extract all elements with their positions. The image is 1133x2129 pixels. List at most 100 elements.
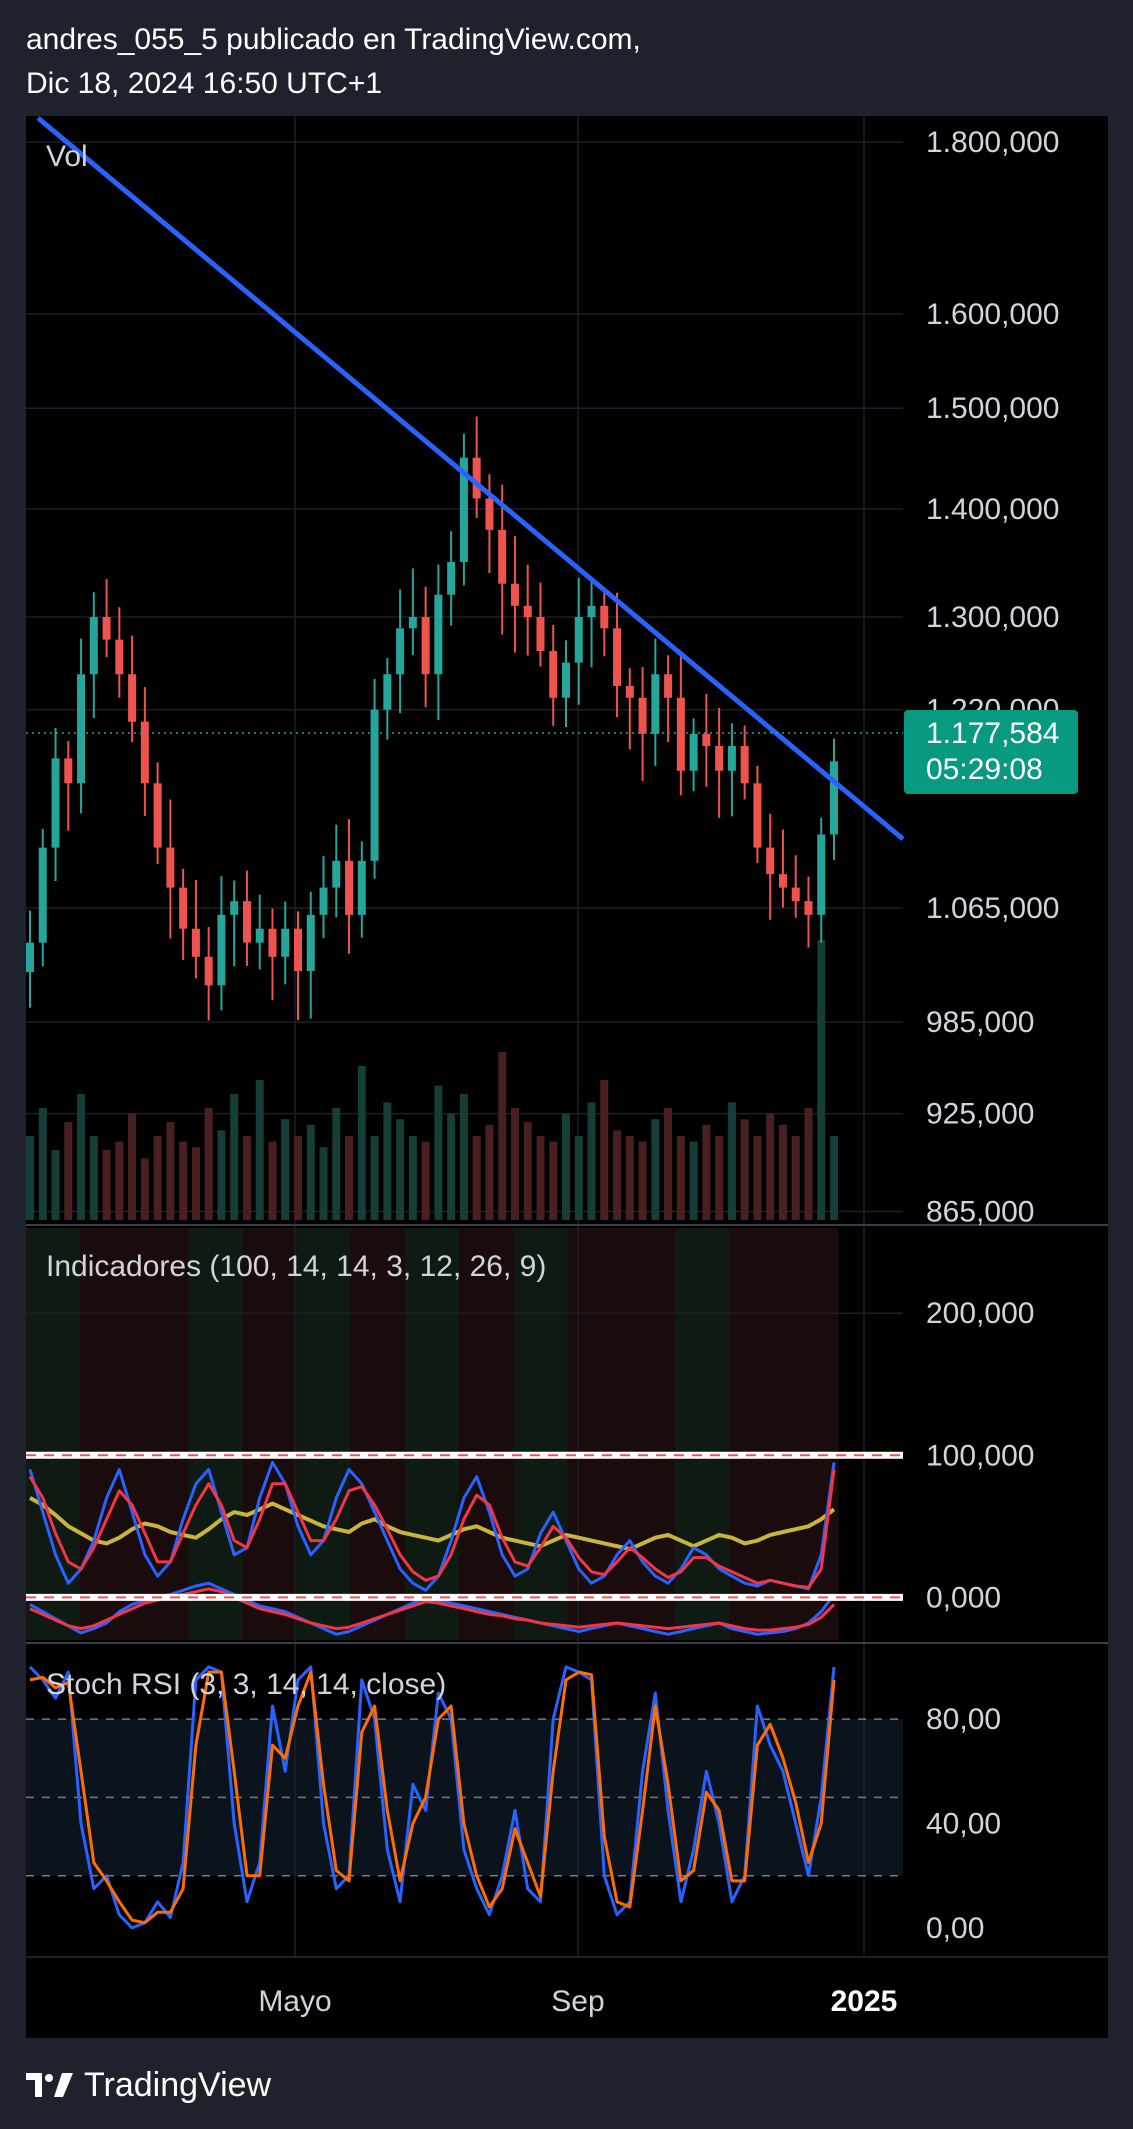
candle-body [294, 928, 302, 972]
candle-body [459, 457, 468, 562]
volume-bar [242, 1136, 251, 1220]
candle-body [753, 783, 762, 848]
candle-body [396, 628, 405, 675]
candle-body [268, 928, 277, 957]
candle-body [727, 746, 736, 771]
volume-bar [574, 1136, 583, 1220]
indicator-series-red [28, 1469, 836, 1589]
indicator-series-blue [28, 1460, 836, 1592]
volume-bar [128, 1113, 137, 1220]
volume-bar [370, 1136, 379, 1220]
candle-body [191, 928, 200, 957]
candle-body [115, 639, 124, 675]
candle-body [217, 914, 226, 986]
volume-bar [727, 1102, 736, 1220]
indicator-tick-label: 0,000 [926, 1581, 1001, 1614]
indicator-zone [783, 1228, 839, 1640]
volume-bar [166, 1122, 175, 1220]
candle-body [64, 758, 73, 784]
publish-date: Dic 18, 2024 16:50 UTC+1 [26, 67, 383, 100]
candle-body [140, 721, 149, 784]
volume-bar [408, 1136, 417, 1220]
candle-body [587, 605, 596, 618]
volume-bar [498, 1052, 507, 1220]
candle-body [281, 928, 290, 957]
volume-bar [766, 1113, 775, 1220]
indicator-axis[interactable]: 200,000 100,000 0,000 [926, 1297, 1034, 1614]
volume-bar [357, 1066, 366, 1220]
volume-bar [664, 1108, 673, 1220]
candle-body [38, 847, 47, 943]
volume-bar [281, 1119, 290, 1220]
volume-bar [817, 940, 826, 1220]
price-tick-label: 1.800,000 [926, 126, 1059, 159]
candle-body [651, 674, 660, 734]
candle-body [472, 457, 481, 499]
volume-bar [294, 1136, 302, 1220]
time-axis[interactable]: Mayo Sep 2025 [258, 1985, 897, 2018]
volume-bars [26, 940, 838, 1220]
volume-bar [549, 1141, 558, 1220]
indicator-zone [567, 1228, 622, 1640]
volume-bar [434, 1085, 443, 1220]
volume-bar [64, 1122, 73, 1220]
candle-body [370, 709, 379, 861]
volume-bar [204, 1108, 213, 1220]
price-tick-label: 1.500,000 [926, 392, 1059, 425]
volume-bar [89, 1136, 98, 1220]
volume-bar [791, 1136, 800, 1220]
indicator-zone [729, 1228, 785, 1640]
indicator-series-yellow [29, 1496, 836, 1552]
publication-header: andres_055_5 publicado en TradingView.co… [26, 18, 1106, 106]
price-tick-label: 1.600,000 [926, 298, 1059, 331]
candle-body [26, 942, 34, 973]
candle-body [638, 697, 647, 734]
price-tick-label: 865,000 [926, 1196, 1034, 1229]
chart-area[interactable]: 1.800,000 1.600,000 1.500,000 1.400,000 1.30… [26, 116, 1108, 2038]
trendline[interactable] [36, 116, 905, 841]
price-tick-label: 1.300,000 [926, 601, 1059, 634]
chart-background [26, 116, 1108, 2038]
volume-bar [191, 1147, 200, 1220]
indicator-lines [26, 1451, 903, 1636]
price-tick-label: 985,000 [926, 1006, 1034, 1039]
volume-bar [778, 1124, 787, 1220]
volume-bar [472, 1136, 481, 1220]
candle-body [255, 928, 264, 943]
candle-body [715, 746, 724, 771]
candle-body [778, 874, 787, 888]
volume-bar [268, 1141, 277, 1220]
volume-bar [459, 1094, 468, 1220]
price-axis[interactable]: 1.800,000 1.600,000 1.500,000 1.400,000 1.30… [926, 126, 1059, 1228]
stoch-axis[interactable]: 80,00 40,00 0,00 [926, 1703, 1001, 1945]
time-label-2025: 2025 [831, 1985, 898, 2018]
volume-bar [715, 1136, 724, 1220]
volume-bar [230, 1094, 239, 1220]
time-label-mayo: Mayo [258, 1985, 331, 2018]
publisher-line: andres_055_5 publicado en TradingView.co… [26, 23, 641, 56]
volume-bar [51, 1150, 60, 1220]
stoch-tick-label: 80,00 [926, 1703, 1001, 1736]
volume-bar [689, 1141, 698, 1220]
indicator-zone [188, 1228, 244, 1640]
candle-body [625, 685, 634, 698]
price-tick-label: 925,000 [926, 1098, 1034, 1131]
volume-bar [830, 1136, 838, 1220]
candle-body [51, 758, 60, 848]
indicator-zone [134, 1228, 189, 1640]
candle-body [179, 887, 188, 929]
volume-bar [587, 1102, 596, 1220]
tradingview-footer[interactable]: TradingView [26, 2062, 271, 2108]
candle-body [102, 617, 111, 640]
candle-body [485, 498, 494, 530]
volume-bar [447, 1113, 456, 1220]
candle-body [498, 529, 507, 584]
candle-body [702, 733, 711, 747]
tradingview-logo-icon [26, 2073, 73, 2097]
price-tick-label: 1.400,000 [926, 493, 1059, 526]
candle-body [204, 956, 213, 986]
volume-bar [345, 1136, 354, 1220]
volume-bar [38, 1108, 47, 1220]
candle-body [89, 617, 98, 675]
time-label-sep: Sep [551, 1985, 604, 2018]
